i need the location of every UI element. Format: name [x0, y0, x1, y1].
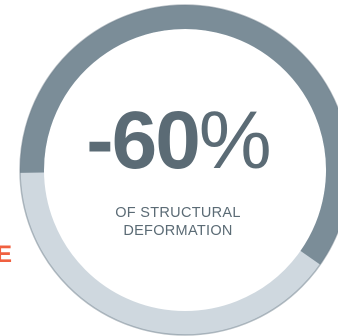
stat-value-percent-sign: % — [198, 95, 272, 186]
gauge-outer-outline — [19, 4, 338, 336]
stat-value-number: -60 — [86, 95, 201, 186]
stat-caption-line-2: DEFORMATION — [123, 223, 233, 239]
cropped-edge-text: E — [0, 241, 13, 268]
stat-caption-line-1: OF STRUCTURAL — [115, 205, 241, 221]
stat-value: -60% — [68, 100, 288, 182]
stat-caption: OF STRUCTURAL DEFORMATION — [78, 204, 278, 240]
